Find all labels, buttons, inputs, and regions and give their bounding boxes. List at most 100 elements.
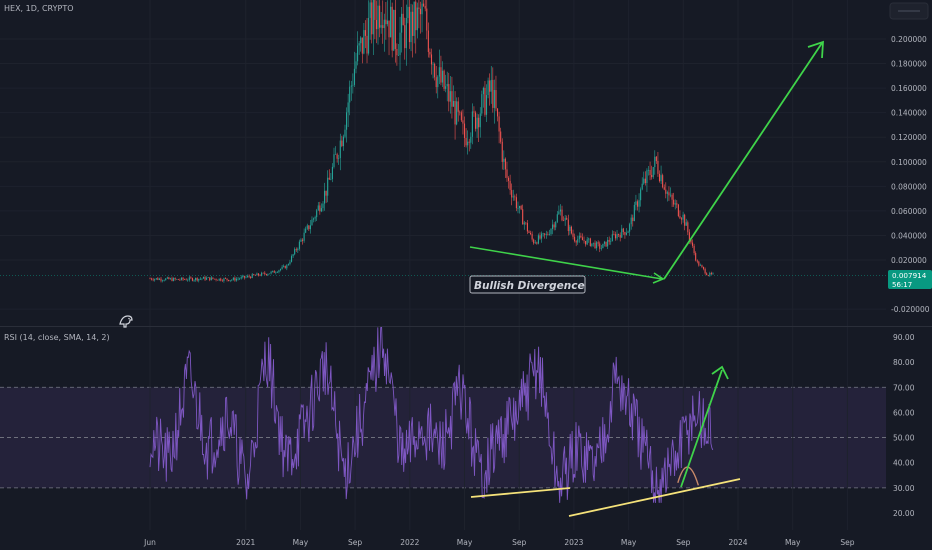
candle-body[interactable] — [363, 30, 365, 54]
candle-body[interactable] — [548, 234, 550, 235]
candle-body[interactable] — [289, 261, 291, 265]
candle-body[interactable] — [399, 32, 401, 56]
candle-body[interactable] — [541, 233, 543, 239]
candle-body[interactable] — [259, 275, 261, 276]
candle-body[interactable] — [555, 221, 557, 228]
candle-body[interactable] — [168, 277, 170, 280]
candle-body[interactable] — [377, 5, 379, 30]
candle-body[interactable] — [581, 237, 584, 241]
candle-body[interactable] — [463, 123, 466, 138]
candle-body[interactable] — [341, 140, 343, 147]
candle-body[interactable] — [165, 278, 167, 281]
candle-body[interactable] — [160, 278, 162, 281]
candle-body[interactable] — [407, 6, 409, 18]
candle-body[interactable] — [669, 194, 672, 196]
candle-body[interactable] — [353, 68, 355, 85]
candle-body[interactable] — [443, 70, 445, 89]
candle-body[interactable] — [184, 279, 186, 281]
candle-body[interactable] — [471, 111, 473, 137]
candle-body[interactable] — [204, 277, 206, 280]
candle-body[interactable] — [633, 204, 635, 222]
candle-body[interactable] — [240, 276, 242, 279]
candle-body[interactable] — [706, 273, 708, 276]
candle-body[interactable] — [419, 8, 422, 15]
candle-body[interactable] — [328, 177, 330, 180]
candle-body[interactable] — [229, 280, 231, 282]
candle-body[interactable] — [254, 275, 256, 276]
candle-body[interactable] — [701, 265, 703, 267]
candle-body[interactable] — [281, 266, 283, 269]
candle-body[interactable] — [174, 278, 176, 280]
candle-body[interactable] — [489, 80, 491, 92]
rsi-trendline-1[interactable] — [470, 487, 571, 498]
candle-body[interactable] — [220, 278, 222, 281]
candle-body[interactable] — [632, 217, 634, 222]
candle-body[interactable] — [465, 137, 467, 146]
candle-body[interactable] — [599, 243, 601, 249]
candle-body[interactable] — [668, 192, 670, 196]
candle-body[interactable] — [364, 30, 366, 36]
candle-body[interactable] — [234, 277, 236, 281]
candle-body[interactable] — [210, 277, 212, 281]
candle-body[interactable] — [525, 222, 527, 224]
candle-body[interactable] — [380, 25, 382, 28]
candle-body[interactable] — [335, 154, 337, 155]
candle-body[interactable] — [397, 55, 400, 56]
candle-body[interactable] — [374, 0, 376, 20]
candle-body[interactable] — [456, 101, 458, 125]
candle-body[interactable] — [586, 239, 588, 245]
candle-body[interactable] — [519, 205, 521, 208]
candle-body[interactable] — [305, 228, 307, 233]
candle-body[interactable] — [415, 1, 417, 31]
candle-body[interactable] — [558, 211, 560, 215]
candle-body[interactable] — [594, 242, 596, 249]
candle-body[interactable] — [427, 30, 429, 52]
candle-body[interactable] — [346, 112, 348, 130]
candle-body[interactable] — [157, 278, 159, 280]
candle-body[interactable] — [603, 241, 606, 244]
candle-body[interactable] — [202, 277, 205, 279]
candle-body[interactable] — [300, 239, 302, 242]
candle-body[interactable] — [215, 278, 217, 280]
candle-body[interactable] — [232, 277, 234, 280]
candle-body[interactable] — [687, 222, 689, 233]
candle-body[interactable] — [629, 224, 631, 232]
candle-body[interactable] — [575, 241, 577, 243]
candle-body[interactable] — [162, 280, 164, 282]
candle-body[interactable] — [265, 274, 267, 276]
candle-body[interactable] — [270, 271, 272, 274]
candle-body[interactable] — [209, 277, 211, 281]
candle-body[interactable] — [223, 278, 225, 282]
candle-body[interactable] — [166, 277, 168, 279]
candle-body[interactable] — [485, 95, 488, 115]
candle-body[interactable] — [284, 265, 286, 269]
candle-body[interactable] — [566, 217, 568, 220]
candle-body[interactable] — [574, 236, 576, 242]
candle-body[interactable] — [338, 158, 340, 159]
candle-body[interactable] — [673, 199, 675, 205]
candle-body[interactable] — [660, 175, 662, 182]
candle-body[interactable] — [638, 200, 640, 207]
candle-body[interactable] — [368, 17, 370, 54]
candle-body[interactable] — [418, 7, 420, 9]
candle-body[interactable] — [712, 273, 714, 274]
candle-body[interactable] — [484, 87, 486, 115]
candle-body[interactable] — [185, 279, 187, 281]
candle-body[interactable] — [372, 0, 374, 35]
candle-body[interactable] — [339, 140, 341, 159]
candle-body[interactable] — [440, 67, 442, 83]
candle-body[interactable] — [589, 238, 591, 247]
candle-body[interactable] — [702, 266, 705, 269]
candle-body[interactable] — [187, 280, 189, 281]
candle-body[interactable] — [544, 233, 546, 235]
candle-body[interactable] — [196, 277, 198, 281]
candle-body[interactable] — [336, 154, 338, 159]
candle-body[interactable] — [226, 278, 228, 280]
candle-body[interactable] — [542, 233, 544, 235]
candle-body[interactable] — [221, 280, 223, 282]
candle-body[interactable] — [316, 210, 318, 218]
candle-body[interactable] — [709, 272, 711, 276]
rsi-target-arrow[interactable] — [680, 369, 723, 488]
candle-body[interactable] — [608, 239, 610, 242]
candle-body[interactable] — [257, 273, 260, 276]
